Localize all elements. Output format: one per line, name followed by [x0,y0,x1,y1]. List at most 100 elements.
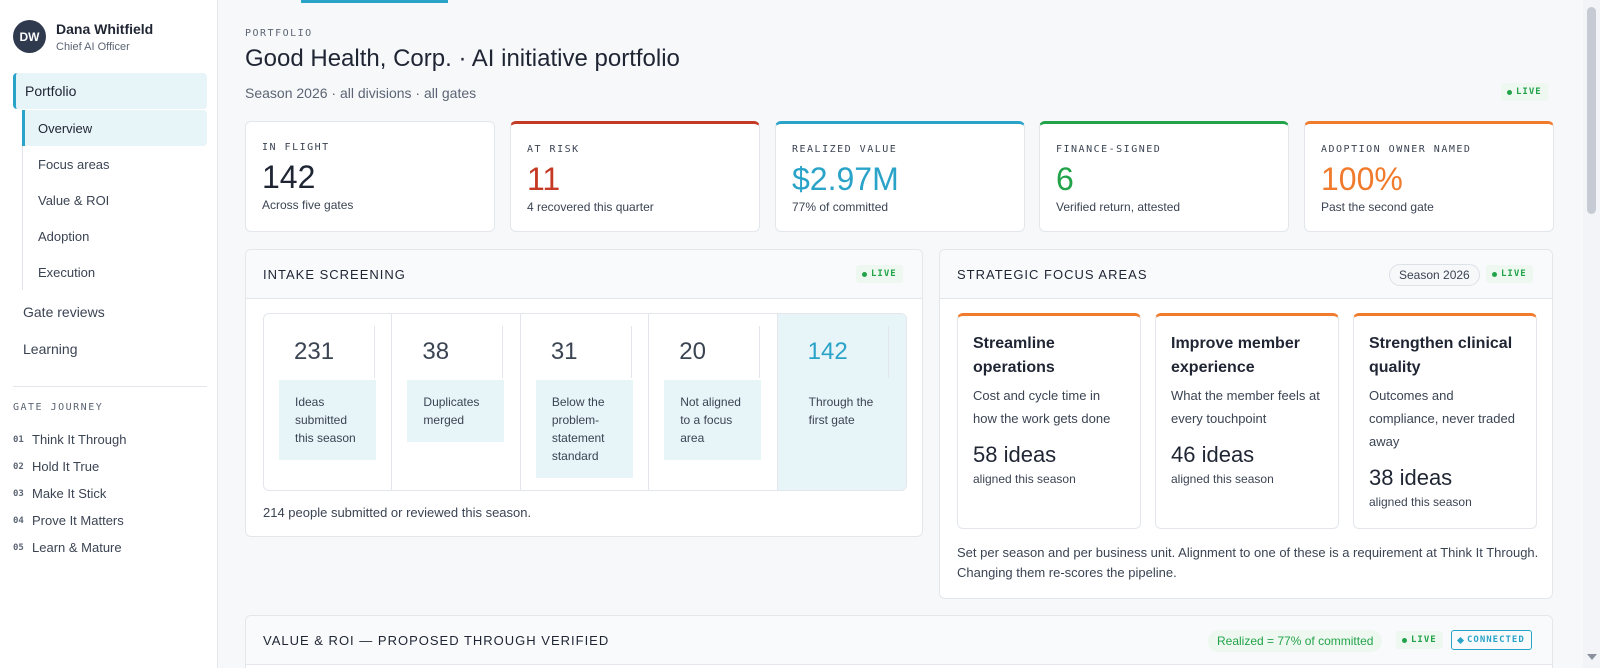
stage-value: 31 [550,338,578,365]
connected-badge[interactable]: CONNECTED [1451,630,1532,650]
live-badge: LIVE [1396,631,1443,649]
page-title: Good Health, Corp. · AI initiative portf… [245,45,680,72]
kpi-value: 6 [1056,161,1074,197]
kpi-card-finance-signed[interactable]: FINANCE-SIGNED 6 Verified return, attest… [1039,121,1289,232]
gate-item-make-it-stick[interactable]: 03 Make It Stick [13,480,126,507]
focus-description: Outcomes and compliance, never traded aw… [1369,388,1515,449]
focus-count: 46 ideas [1171,442,1255,467]
stage-label: Not aligned to a focus area [664,380,762,460]
sidebar-item-gate-reviews[interactable]: Gate reviews [23,304,105,320]
gate-number: 01 [13,434,24,445]
live-dot-icon [1492,271,1497,277]
kpi-label: IN FLIGHT [262,142,330,153]
page-eyebrow: PORTFOLIO [245,28,313,39]
stage-label: Below the problem-statement standard [535,380,633,478]
kpi-note: Past the second gate [1321,200,1434,214]
kpi-note: Verified return, attested [1056,200,1181,214]
kpi-value: 11 [527,161,561,197]
sidebar-item-portfolio[interactable]: Portfolio [13,73,207,109]
intake-note: 214 people submitted or reviewed this se… [263,505,532,520]
page-scrollbar[interactable] [1583,0,1600,668]
panel-title: STRATEGIC FOCUS AREAS [957,267,1148,282]
panel-title: VALUE & ROI — PROPOSED THROUGH VERIFIED [263,633,610,648]
kpi-card-adoption-owner[interactable]: ADOPTION OWNER NAMED 100% Past the secon… [1304,121,1554,232]
live-dot-icon [1402,637,1407,643]
sidebar-item-learning[interactable]: Learning [23,341,78,357]
kpi-card-realized-value[interactable]: REALIZED VALUE $2.97M 77% of committed [775,121,1025,232]
live-badge: LIVE [1486,265,1533,283]
sidebar-item-focus-areas[interactable]: Focus areas [22,146,207,182]
funnel-stage[interactable]: 31 Below the problem-statement standard [521,314,650,490]
sidebar-item-execution[interactable]: Execution [22,254,207,290]
realized-pill: Realized = 77% of committed [1208,630,1383,652]
scrollbar-thumb[interactable] [1587,7,1596,214]
kpi-note: Across five gates [262,198,354,212]
intake-screening-panel: INTAKE SCREENING LIVE 231 Ideas submitte… [245,249,923,537]
funnel-stage[interactable]: 38 Duplicates merged [392,314,521,490]
user-name: Dana Whitfield [56,20,154,37]
kpi-label: AT RISK [527,144,580,155]
kpi-label: FINANCE-SIGNED [1056,144,1162,155]
portfolio-subnav: Overview Focus areas Value & ROI Adoptio… [22,110,207,290]
gate-number: 02 [13,461,24,472]
scroll-down-arrow-icon[interactable] [1587,654,1597,660]
season-pill[interactable]: Season 2026 [1389,264,1480,286]
sidebar: DW Dana Whitfield Chief AI Officer Portf… [0,0,218,668]
gate-item-learn-and-mature[interactable]: 05 Learn & Mature [13,534,126,561]
value-roi-panel: VALUE & ROI — PROPOSED THROUGH VERIFIED … [245,615,1553,668]
gate-item-hold-it-true[interactable]: 02 Hold It True [13,453,126,480]
stage-value: 20 [679,338,706,365]
active-tab-indicator [301,0,448,3]
focus-title: Streamline operations [973,335,1055,376]
stage-value: 38 [422,338,450,365]
gate-label: Prove It Matters [32,513,124,528]
user-profile[interactable]: DW Dana Whitfield Chief AI Officer [13,20,153,53]
stage-value: 142 [807,338,848,365]
gate-item-prove-it-matters[interactable]: 04 Prove It Matters [13,507,126,534]
sidebar-item-adoption[interactable]: Adoption [22,218,207,254]
panel-header: INTAKE SCREENING LIVE [246,250,922,299]
gate-label: Hold It True [32,459,100,474]
funnel-stage-passed[interactable]: 142 Through the first gate [777,314,906,490]
focus-description: Cost and cycle time in how the work gets… [973,388,1111,426]
kpi-value: 100% [1321,161,1403,197]
kpi-card-at-risk[interactable]: AT RISK 11 4 recovered this quarter [510,121,760,232]
avatar: DW [13,20,46,53]
funnel-stage[interactable]: 231 Ideas submitted this season [264,314,393,490]
focus-title: Strengthen clinical quality [1369,335,1513,376]
gate-journey-list: 01 Think It Through 02 Hold It True 03 M… [13,426,126,561]
kpi-card-in-flight[interactable]: IN FLIGHT 142 Across five gates [245,121,495,232]
gate-label: Make It Stick [32,486,107,501]
focus-areas-panel: STRATEGIC FOCUS AREAS Season 2026 LIVE S… [939,249,1553,599]
stage-label: Through the first gate [808,395,874,427]
stage-label: Duplicates merged [407,380,505,442]
gate-item-think-it-through[interactable]: 01 Think It Through [13,426,126,453]
page-subtitle: Season 2026 · all divisions · all gates [245,85,477,101]
focus-title: Improve member experience [1171,335,1300,376]
panel-header: STRATEGIC FOCUS AREAS Season 2026 LIVE [940,250,1552,299]
live-dot-icon [862,271,867,277]
live-dot-icon [1507,89,1512,95]
focus-card-clinical-quality[interactable]: Strengthen clinical quality Outcomes and… [1353,313,1537,529]
panel-title: INTAKE SCREENING [263,267,406,282]
sidebar-item-overview[interactable]: Overview [22,110,207,146]
sidebar-item-value-roi[interactable]: Value & ROI [22,182,207,218]
gate-label: Learn & Mature [32,540,122,555]
gate-number: 03 [13,488,24,499]
stage-value: 231 [294,338,335,365]
focus-aligned: aligned this season [1171,472,1274,486]
live-badge: LIVE [1501,83,1548,101]
intake-funnel: 231 Ideas submitted this season 38 Dupli… [263,313,907,491]
focus-card-member-experience[interactable]: Improve member experience What the membe… [1155,313,1339,529]
gate-number: 04 [13,515,24,526]
focus-card-streamline-operations[interactable]: Streamline operations Cost and cycle tim… [957,313,1141,529]
focus-description: What the member feels at every touchpoin… [1171,388,1320,426]
panel-header: VALUE & ROI — PROPOSED THROUGH VERIFIED … [246,616,1552,665]
focus-aligned: aligned this season [1369,495,1472,509]
funnel-stage[interactable]: 20 Not aligned to a focus area [649,314,778,490]
kpi-value: 142 [262,159,316,195]
focus-count: 38 ideas [1369,465,1453,490]
kpi-label: ADOPTION OWNER NAMED [1321,144,1472,155]
kpi-label: REALIZED VALUE [792,144,898,155]
